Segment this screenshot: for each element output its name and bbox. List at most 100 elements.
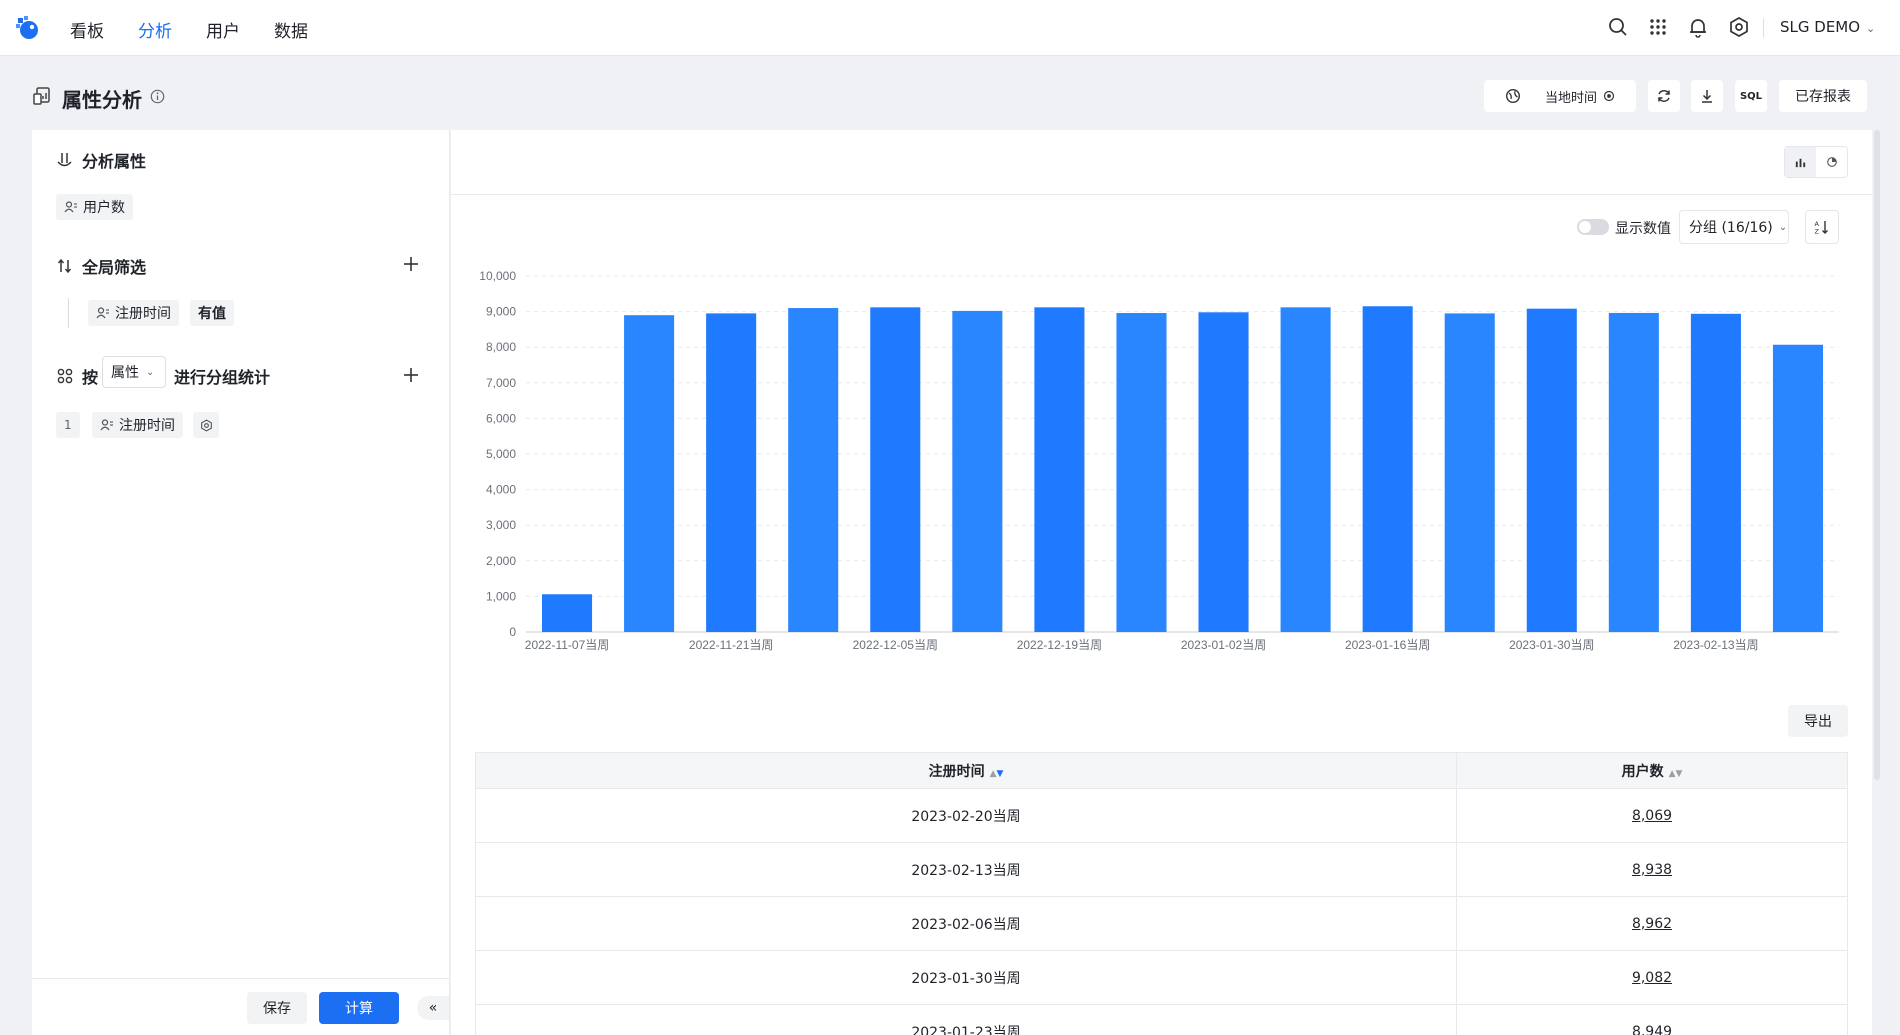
save-button[interactable]: 保存 xyxy=(247,992,307,1024)
add-group-icon[interactable] xyxy=(402,366,420,384)
scrollbar[interactable] xyxy=(1874,130,1880,780)
bar xyxy=(706,313,757,632)
saved-reports-label: 已存报表 xyxy=(1795,89,1851,105)
chevron-down-icon: ⌄ xyxy=(1866,22,1876,35)
bar xyxy=(1034,307,1085,632)
logo-icon[interactable] xyxy=(14,14,42,42)
sort-desc-icon: ▲▼ xyxy=(989,768,1004,779)
nav-divider xyxy=(1763,18,1764,38)
show-values-toggle[interactable] xyxy=(1577,219,1609,235)
table-row: 2023-01-23当周 8,949 xyxy=(475,1004,1848,1035)
y-tick-label: 8,000 xyxy=(486,340,516,354)
top-navbar: 看板 分析 用户 数据 SLG DEMO ⌄ xyxy=(0,0,1900,56)
filter-operator-chip[interactable]: 有值 xyxy=(190,300,234,326)
calculate-button[interactable]: 计算 xyxy=(319,992,399,1024)
filter-field-label: 注册时间 xyxy=(115,306,171,322)
add-filter-icon[interactable] xyxy=(402,255,420,273)
user-attr-icon xyxy=(64,201,77,213)
x-tick-label: 2023-01-30当周 xyxy=(1509,638,1594,652)
data-table: 注册时间 ▲▼ 用户数 ▲▼ 2023-02-20当周 8,069 2023-02-… xyxy=(475,752,1848,1035)
filter-indent-line xyxy=(68,298,69,328)
sql-label: SQL xyxy=(1739,90,1763,102)
metric-chip-label: 用户数 xyxy=(83,200,125,216)
table-row: 2023-02-13当周 8,938 xyxy=(475,842,1848,897)
bar-chart-view-button[interactable] xyxy=(1785,147,1816,177)
info-icon[interactable] xyxy=(150,89,165,104)
group-index: 1 xyxy=(64,418,72,432)
bar xyxy=(1608,312,1659,632)
export-button[interactable]: 导出 xyxy=(1788,705,1848,737)
target-icon xyxy=(1603,90,1615,102)
filter-field-chip[interactable]: 注册时间 xyxy=(88,300,179,326)
group-by-prefix: 按 xyxy=(82,368,99,387)
table-header-register-time[interactable]: 注册时间 ▲▼ xyxy=(475,752,1457,789)
header-label: 注册时间 xyxy=(928,763,985,780)
x-tick-label: 2022-11-21当周 xyxy=(689,638,774,652)
bell-icon[interactable] xyxy=(1687,16,1709,38)
global-filter-section: 全局筛选 xyxy=(56,254,146,278)
nav-item-analysis[interactable]: 分析 xyxy=(138,22,172,42)
analysis-config-panel: 分析属性 用户数 全局筛选 注册时间 有值 xyxy=(32,130,450,1035)
group-by-section: 按 xyxy=(56,364,98,388)
table-cell-count[interactable]: 8,938 xyxy=(1456,842,1848,897)
table-row: 2023-02-20当周 8,069 xyxy=(475,788,1848,843)
sort-az-icon: A Z xyxy=(1815,220,1828,236)
table-row: 2023-02-06当周 8,962 xyxy=(475,896,1848,951)
filter-operator-label: 有值 xyxy=(198,306,226,322)
y-tick-label: 1,000 xyxy=(486,589,516,603)
saved-reports-button[interactable]: 已存报表 xyxy=(1779,80,1867,112)
group-icon xyxy=(57,368,73,384)
group-filter-select[interactable]: 分组 (16/16) ⌄ xyxy=(1679,210,1789,244)
y-tick-label: 6,000 xyxy=(486,411,516,425)
x-tick-label: 2023-01-16当周 xyxy=(1345,638,1430,652)
table-header-user-count[interactable]: 用户数 ▲▼ xyxy=(1456,752,1848,789)
refresh-icon xyxy=(1658,90,1670,102)
bar xyxy=(542,594,593,632)
refresh-button[interactable] xyxy=(1648,80,1680,112)
group-by-suffix: 进行分组统计 xyxy=(174,368,271,387)
global-filter-title: 全局筛选 xyxy=(82,258,147,277)
user-attr-icon xyxy=(100,419,113,431)
show-values-label: 显示数值 xyxy=(1615,221,1671,237)
nav-item-data[interactable]: 数据 xyxy=(274,22,308,42)
download-icon xyxy=(1702,90,1712,103)
timezone-button[interactable]: 当地时间 xyxy=(1484,80,1636,112)
metric-chip[interactable]: 用户数 xyxy=(56,194,133,220)
attribute-icon xyxy=(57,153,72,167)
y-tick-label: 5,000 xyxy=(486,447,516,461)
sql-button[interactable]: SQL xyxy=(1735,80,1767,112)
y-tick-label: 9,000 xyxy=(486,305,516,319)
search-icon[interactable] xyxy=(1607,16,1629,38)
settings-icon xyxy=(200,418,212,432)
table-header-row: 注册时间 ▲▼ 用户数 ▲▼ xyxy=(475,752,1848,789)
bar-chart-icon xyxy=(1795,158,1806,167)
group-field-label: 注册时间 xyxy=(119,418,175,434)
table-cell-count[interactable]: 8,069 xyxy=(1456,788,1848,843)
table-cell-count[interactable]: 8,962 xyxy=(1456,896,1848,951)
y-tick-label: 10,000 xyxy=(479,269,516,283)
sort-icon: ▲▼ xyxy=(1668,768,1683,779)
x-tick-label: 2022-12-19当周 xyxy=(1017,638,1102,652)
download-button[interactable] xyxy=(1691,80,1723,112)
collapse-panel-button[interactable]: « xyxy=(417,996,449,1020)
settings-icon[interactable] xyxy=(1728,16,1750,38)
nav-item-users[interactable]: 用户 xyxy=(206,22,240,42)
chevron-down-icon: ⌄ xyxy=(1778,221,1788,233)
pie-chart-icon xyxy=(1826,157,1837,167)
group-by-select[interactable]: 属性 ⌄ xyxy=(102,356,166,388)
apps-grid-icon[interactable] xyxy=(1647,16,1669,38)
table-cell-count[interactable]: 9,082 xyxy=(1456,950,1848,1005)
nav-item-dashboard[interactable]: 看板 xyxy=(70,22,104,42)
header-label: 用户数 xyxy=(1621,763,1664,780)
bar-chart: 0 1,000 2,000 3,000 4,000 5,000 6,000 7,000 8,00… xyxy=(479,269,1839,652)
bar xyxy=(1690,313,1741,632)
group-by-select-value: 属性 xyxy=(111,365,139,381)
account-menu[interactable]: SLG DEMO ⌄ xyxy=(1780,18,1875,36)
pie-chart-view-button[interactable] xyxy=(1816,147,1847,177)
table-cell-count[interactable]: 8,949 xyxy=(1456,1004,1848,1035)
svg-text:Z: Z xyxy=(1815,228,1820,236)
group-settings-button[interactable] xyxy=(193,412,219,438)
group-field-chip[interactable]: 注册时间 xyxy=(92,412,183,438)
sort-button[interactable]: A Z xyxy=(1805,210,1839,244)
x-tick-label: 2022-11-07当周 xyxy=(525,638,610,652)
